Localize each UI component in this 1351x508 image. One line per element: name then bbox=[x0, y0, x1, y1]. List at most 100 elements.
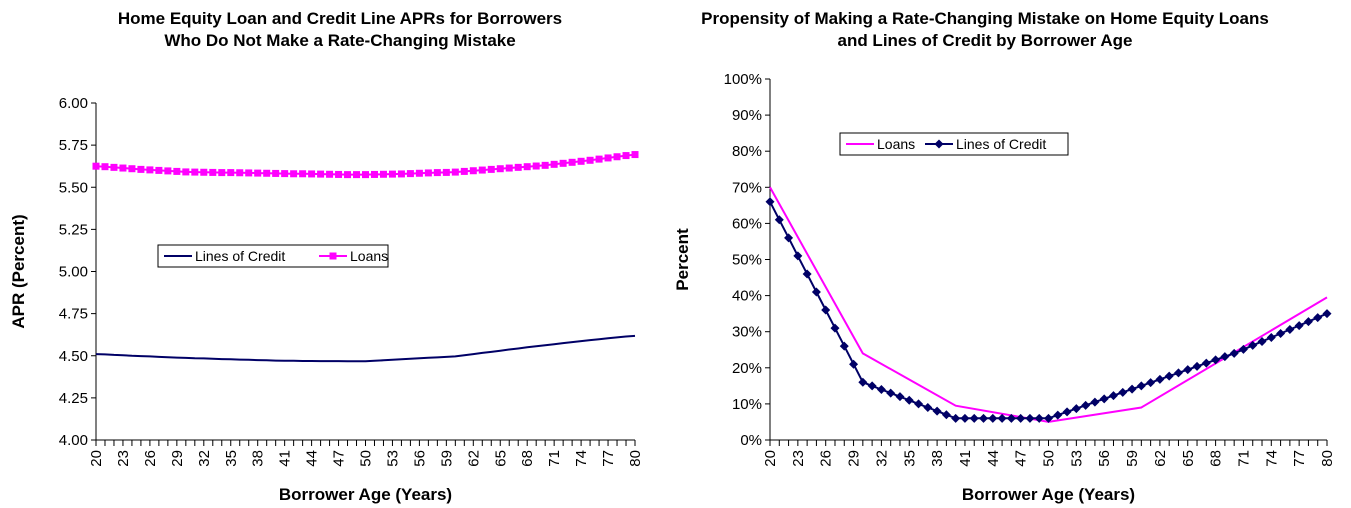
data-point bbox=[1053, 410, 1063, 420]
data-point bbox=[406, 170, 414, 178]
data-point bbox=[1062, 407, 1072, 417]
data-point bbox=[173, 167, 181, 175]
data-point bbox=[568, 158, 576, 166]
data-point bbox=[379, 170, 387, 178]
data-point bbox=[317, 170, 325, 178]
data-point bbox=[821, 305, 831, 315]
data-point bbox=[415, 169, 423, 177]
data-point bbox=[895, 392, 905, 402]
data-point bbox=[858, 377, 868, 387]
x-tick-label: 38 bbox=[250, 450, 267, 467]
data-point bbox=[344, 171, 352, 179]
mistake-propensity-chart: Propensity of Making a Rate-Changing Mis… bbox=[673, 0, 1351, 508]
data-point bbox=[774, 215, 784, 225]
data-point bbox=[550, 160, 558, 168]
y-tick-label: 80% bbox=[732, 143, 762, 160]
x-tick-label: 59 bbox=[438, 450, 455, 467]
x-tick-label: 47 bbox=[331, 450, 348, 467]
data-point bbox=[802, 269, 812, 279]
data-point bbox=[604, 154, 612, 162]
y-tick-label: 4.75 bbox=[59, 306, 88, 323]
x-tick-label: 80 bbox=[1319, 450, 1336, 467]
data-point bbox=[290, 170, 298, 178]
data-point bbox=[272, 169, 280, 177]
x-axis-label: Borrower Age (Years) bbox=[279, 485, 452, 504]
x-tick-label: 32 bbox=[873, 450, 890, 467]
data-point bbox=[793, 251, 803, 261]
y-tick-label: 4.25 bbox=[59, 390, 88, 407]
data-point bbox=[451, 168, 459, 176]
data-point bbox=[997, 413, 1007, 423]
x-tick-label: 29 bbox=[846, 450, 863, 467]
series-line-lines-of-credit bbox=[769, 201, 1328, 420]
data-point bbox=[110, 163, 118, 171]
x-tick-label: 59 bbox=[1124, 450, 1141, 467]
y-tick-label: 30% bbox=[732, 324, 762, 341]
y-tick-label: 5.25 bbox=[59, 221, 88, 238]
data-point bbox=[1238, 344, 1248, 354]
y-tick-label: 90% bbox=[732, 107, 762, 124]
data-point bbox=[1285, 325, 1295, 335]
y-tick-label: 40% bbox=[732, 288, 762, 305]
data-point bbox=[101, 163, 109, 171]
x-tick-label: 53 bbox=[1068, 450, 1085, 467]
x-tick-label: 23 bbox=[115, 450, 132, 467]
data-point bbox=[362, 171, 369, 179]
data-point bbox=[631, 151, 639, 159]
data-point bbox=[1025, 413, 1035, 423]
y-tick-label: 100% bbox=[724, 71, 762, 88]
data-point bbox=[209, 168, 217, 176]
data-point bbox=[1220, 352, 1230, 362]
data-point bbox=[424, 169, 432, 177]
data-point bbox=[370, 170, 378, 178]
data-point bbox=[1229, 348, 1239, 358]
legend-label: Loans bbox=[877, 136, 915, 152]
legend: Loans Lines of Credit bbox=[839, 132, 1069, 156]
x-tick-label: 50 bbox=[358, 450, 375, 467]
data-point bbox=[914, 399, 924, 409]
data-point bbox=[245, 169, 253, 177]
data-point bbox=[532, 162, 540, 170]
data-point bbox=[1090, 397, 1100, 407]
data-point bbox=[308, 170, 316, 178]
data-point bbox=[1044, 413, 1053, 423]
x-tick-label: 62 bbox=[465, 450, 482, 467]
data-point bbox=[514, 163, 522, 171]
x-tick-label: 20 bbox=[88, 450, 105, 467]
x-tick-label: 77 bbox=[600, 450, 617, 467]
series-line-lines-of-credit bbox=[95, 334, 636, 363]
apr-chart: Home Equity Loan and Credit Line APRs fo… bbox=[0, 0, 650, 508]
legend-marker bbox=[329, 252, 337, 260]
x-tick-label: 56 bbox=[1096, 450, 1113, 467]
data-point bbox=[128, 165, 136, 173]
y-tick-label: 0% bbox=[740, 432, 762, 449]
data-point bbox=[586, 156, 594, 164]
x-tick-label: 44 bbox=[985, 450, 1002, 467]
data-point bbox=[941, 410, 951, 420]
data-point bbox=[1313, 313, 1323, 323]
data-point bbox=[1146, 378, 1156, 388]
data-point bbox=[932, 406, 942, 416]
x-tick-label: 26 bbox=[818, 450, 835, 467]
y-tick-label: 5.50 bbox=[59, 179, 88, 196]
x-tick-label: 38 bbox=[929, 450, 946, 467]
legend-label: Lines of Credit bbox=[195, 248, 285, 264]
x-tick-label: 20 bbox=[762, 450, 779, 467]
data-point bbox=[469, 167, 477, 175]
chart-title: Home Equity Loan and Credit Line APRs fo… bbox=[117, 9, 563, 50]
data-point bbox=[487, 165, 495, 173]
x-tick-label: 32 bbox=[196, 450, 213, 467]
data-point bbox=[92, 162, 100, 170]
data-point bbox=[1071, 404, 1081, 414]
data-point bbox=[200, 168, 208, 176]
x-tick-label: 26 bbox=[142, 450, 159, 467]
data-point bbox=[137, 165, 145, 173]
y-tick-label: 70% bbox=[732, 179, 762, 196]
data-point bbox=[191, 168, 199, 176]
data-point bbox=[1322, 309, 1332, 319]
data-point bbox=[830, 323, 840, 333]
data-point bbox=[1257, 336, 1267, 346]
data-point bbox=[460, 167, 468, 175]
data-point bbox=[335, 170, 343, 178]
data-point bbox=[442, 168, 450, 176]
